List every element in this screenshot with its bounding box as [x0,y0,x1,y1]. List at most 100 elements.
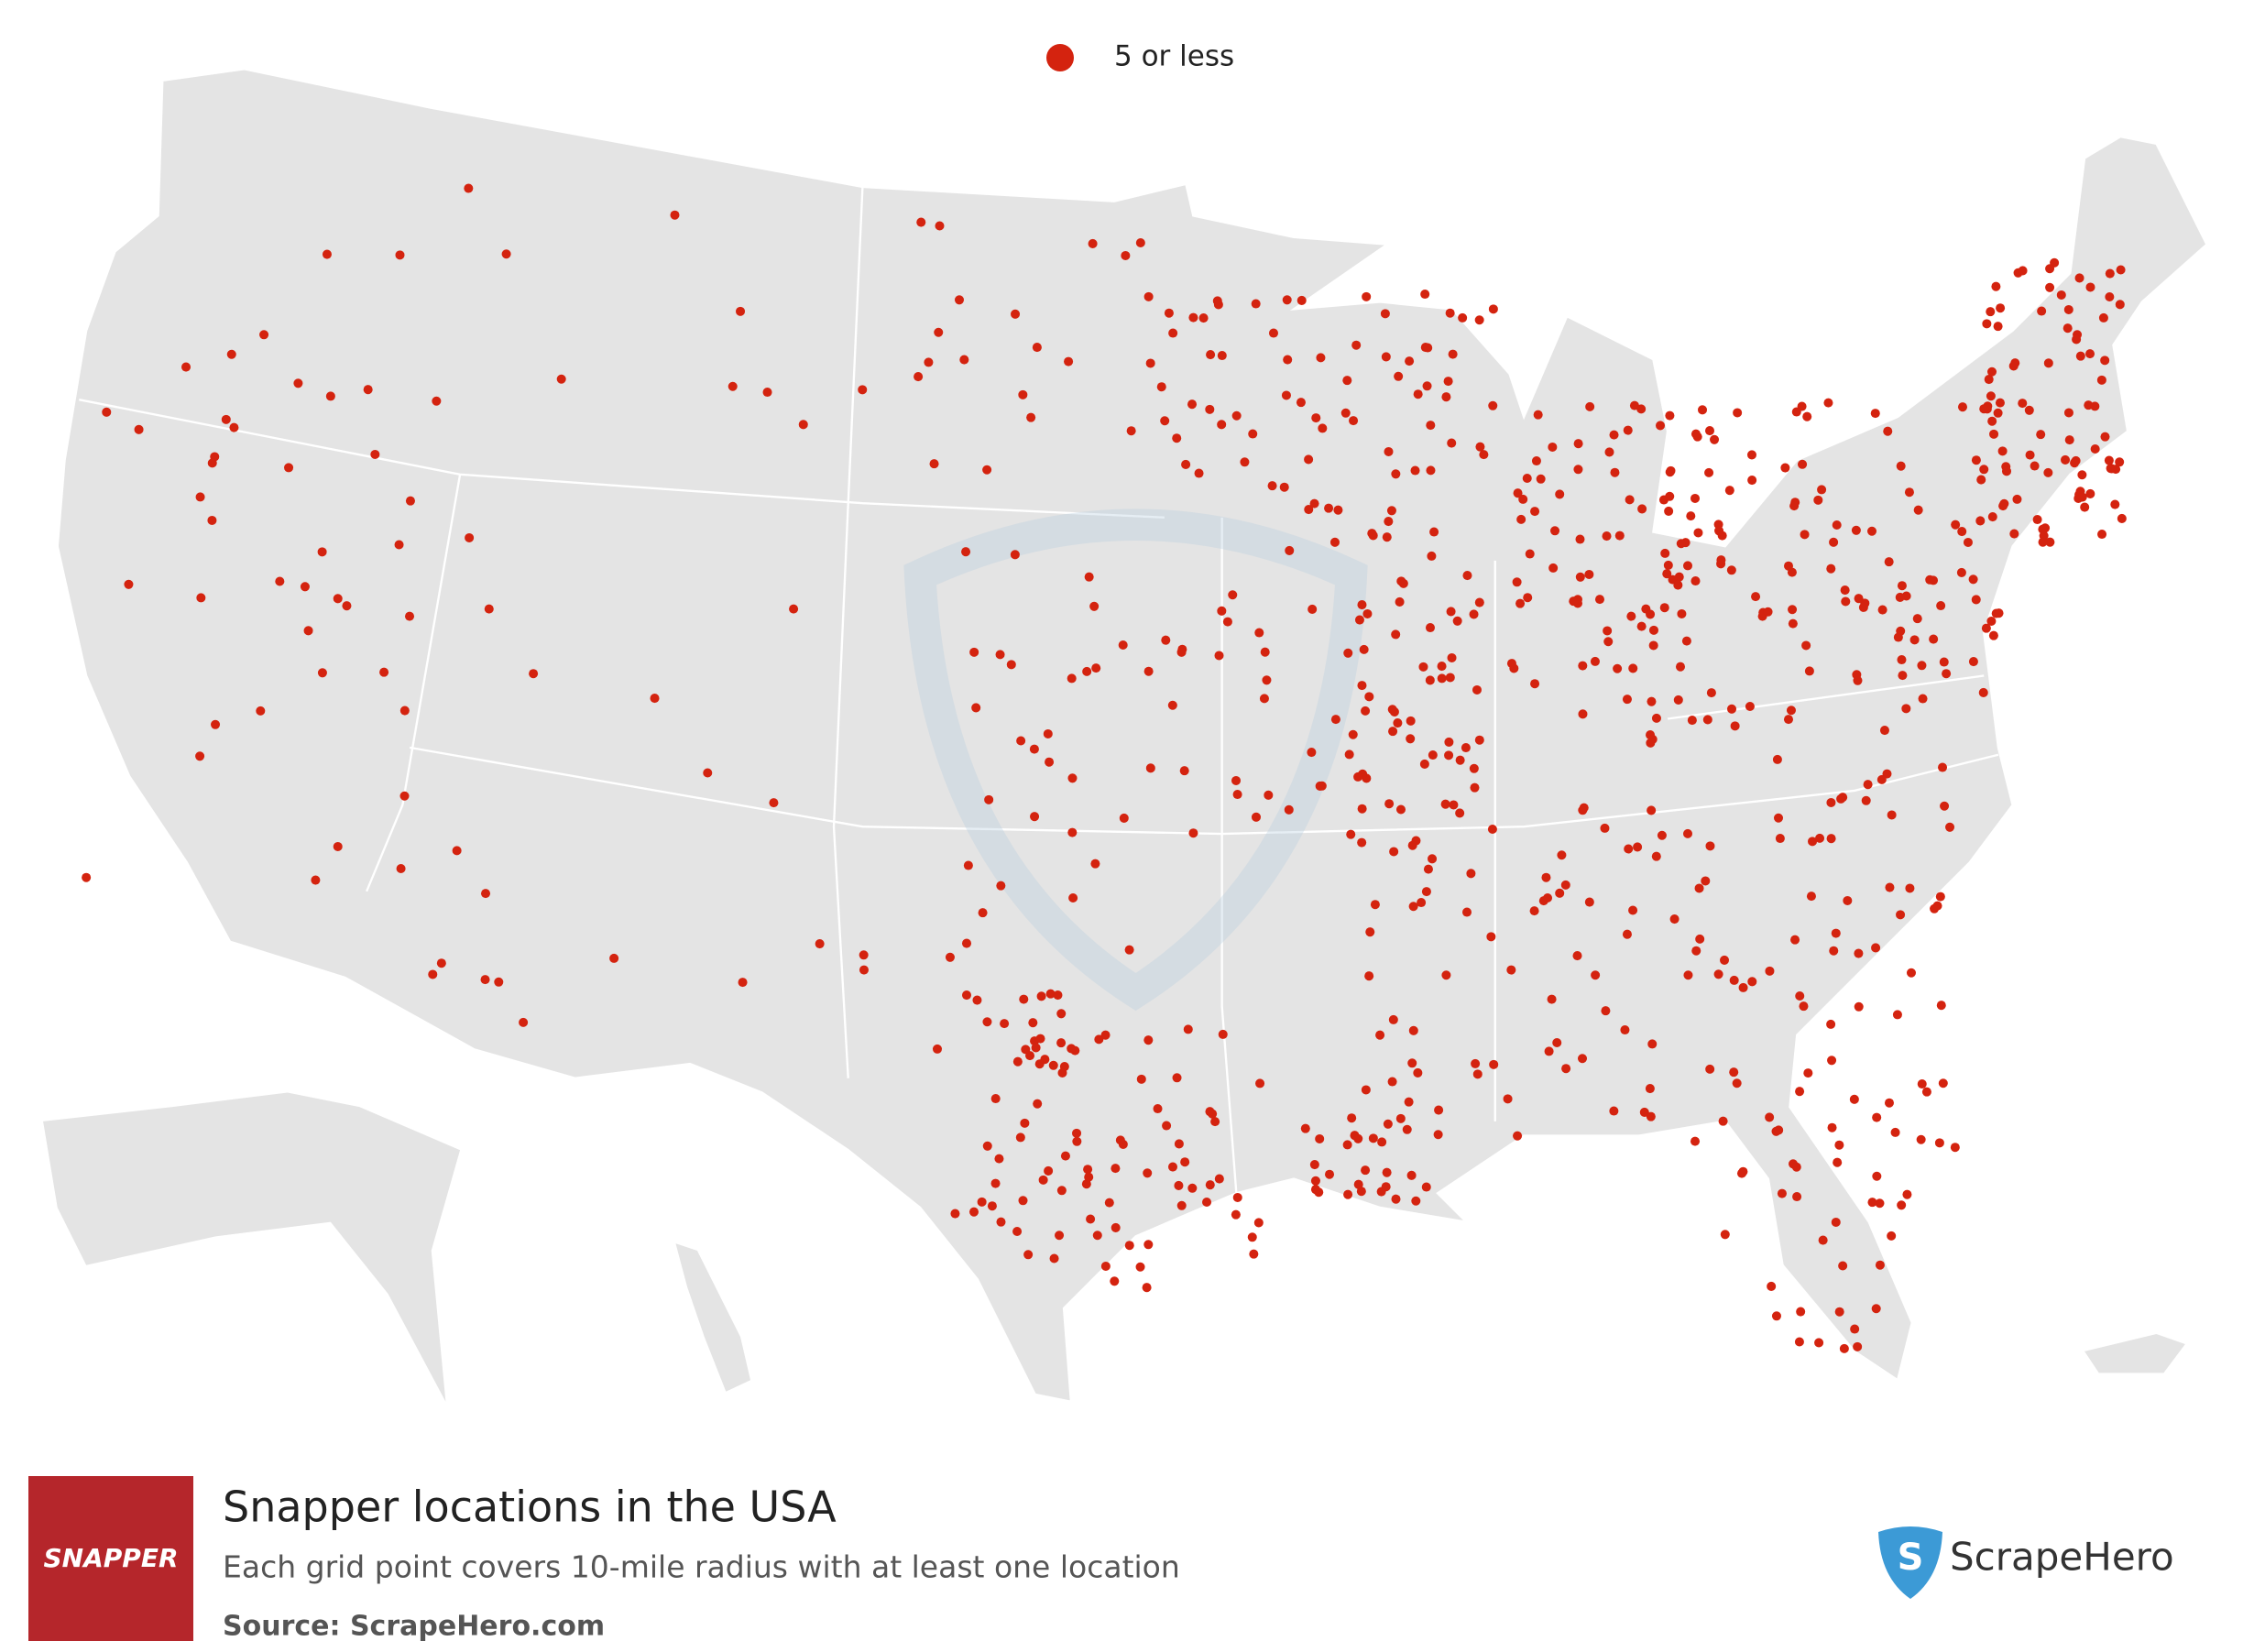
location-dot [1410,465,1420,476]
location-dot [1815,833,1825,843]
location-dot [1461,907,1472,917]
location-dot [395,250,405,260]
location-dot [1951,520,1961,530]
location-dot [1884,1098,1895,1108]
location-dot [1426,421,1436,431]
location-dot [1796,1307,1806,1317]
location-dot [1550,526,1560,536]
location-dot [1018,389,1028,399]
location-dot [1461,743,1471,753]
location-dot [1388,1014,1398,1024]
location-dot [1623,425,1633,435]
location-dot [1988,630,1998,640]
location-dot [370,449,380,459]
location-dot [1067,827,1078,837]
location-dot [1357,804,1367,814]
location-dot [1843,895,1853,905]
location-dot [1406,1170,1417,1180]
location-dot [311,875,321,885]
location-dot [1115,1135,1125,1145]
location-dot [924,357,934,367]
location-dot [1515,598,1526,608]
location-dot [1384,446,1394,457]
location-dot [1602,531,1612,542]
location-dot [1064,356,1074,367]
location-dot [1036,991,1046,1001]
location-dot [1963,537,1973,548]
location-dot [1425,675,1435,685]
location-dot [1897,654,1907,665]
location-dot [1834,1140,1844,1150]
location-dot [1827,1056,1837,1066]
location-dot [1918,694,1928,704]
location-dot [1896,910,1906,920]
location-dot [1433,1130,1443,1140]
location-dot [1625,495,1635,505]
location-dot [1479,450,1489,460]
location-dot [1938,1078,1948,1089]
location-dot [1572,951,1582,961]
location-dot [1609,430,1619,440]
location-dot [968,1207,979,1217]
location-dot [1156,382,1166,392]
location-dot [1804,666,1814,676]
location-dot [2001,466,2012,476]
hawaii [675,1243,751,1392]
location-dot [1870,409,1880,419]
location-dot [1686,511,1696,521]
location-dot [1575,534,1585,544]
location-dot [1706,688,1716,698]
location-dot [1068,892,1078,903]
state-line [832,186,864,1078]
location-dot [1210,1117,1220,1127]
location-dot [1092,1231,1102,1241]
location-dot [1053,990,1063,1001]
location-dot [1939,657,1949,667]
location-dot [1082,666,1092,676]
location-dot [961,938,972,948]
location-dot [464,183,474,193]
location-dot [914,372,924,382]
location-dot [1826,834,1836,844]
location-dot [1384,799,1395,809]
location-dot [1682,828,1693,838]
location-dot [1906,968,1917,978]
location-dot [1162,1121,1172,1131]
location-dot [1188,828,1198,838]
location-dot [1813,495,1823,505]
location-dot [1799,1001,1809,1012]
location-dot [1232,790,1242,800]
location-dot [2038,537,2048,547]
location-dot [1423,343,1433,353]
location-dot [1829,537,1839,547]
puerto-rico [2084,1334,2185,1373]
location-dot [1991,281,2001,291]
location-dot [1936,600,1946,611]
location-dot [1786,706,1796,716]
location-dot [1333,505,1343,515]
location-dot [1222,617,1232,627]
location-dot [1898,671,1908,681]
location-dot [1651,713,1661,723]
location-dot [1205,404,1215,414]
location-dot [1747,977,1757,987]
location-dot [1934,1138,1944,1148]
location-dot [984,794,994,804]
location-dot [1081,1179,1091,1189]
location-dot [1072,1136,1082,1146]
location-dot [1791,407,1801,417]
location-dot [1029,744,1039,754]
location-dot [1683,970,1693,980]
location-dot [1000,1019,1010,1029]
location-dot [1530,679,1540,689]
location-dot [1143,291,1154,301]
location-dot [1444,750,1454,760]
location-dot [1560,880,1570,890]
location-dot [1212,296,1222,306]
location-dot [396,863,406,874]
location-dot [465,532,475,542]
location-dot [961,547,971,557]
location-dot [1986,616,1997,626]
location-dot [1716,555,1726,565]
